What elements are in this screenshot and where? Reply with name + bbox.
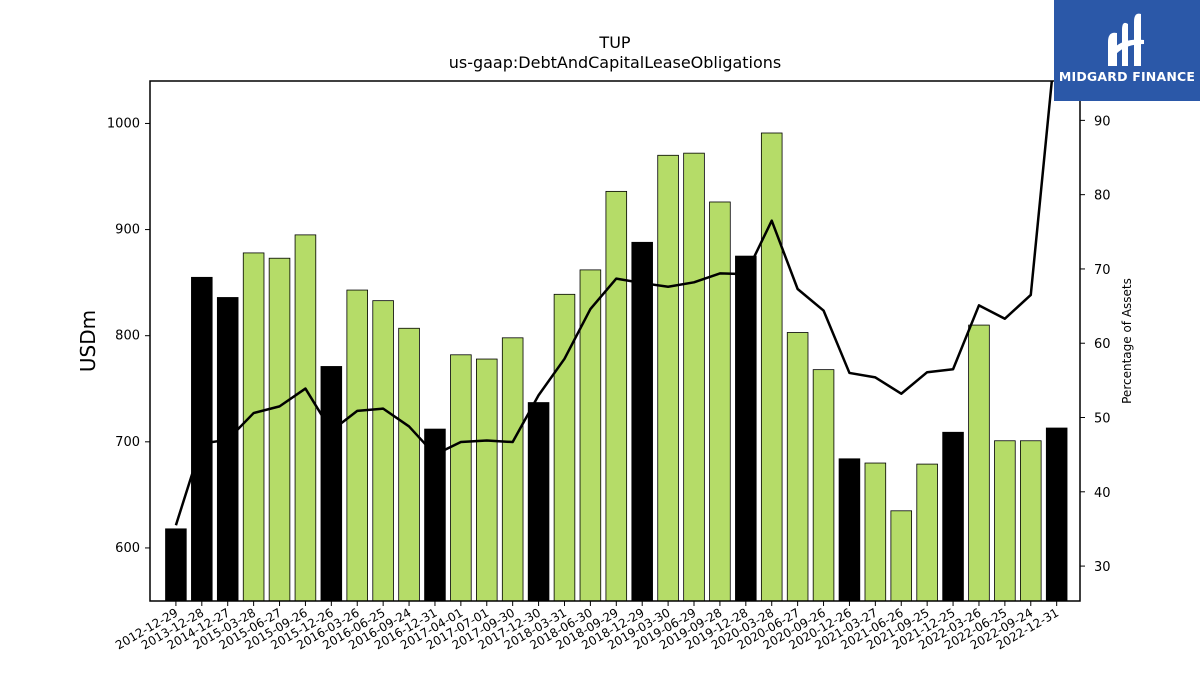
- bar-2017-04-01: [450, 354, 472, 602]
- y2-tick-label: 90: [1094, 114, 1111, 129]
- bar-2012-12-29: [165, 528, 187, 602]
- y-tick-label: 600: [115, 541, 140, 556]
- y-axis-label: USDm: [76, 310, 100, 372]
- bar-2019-12-28: [735, 255, 757, 602]
- y2-axis: 30 40 50 60 70 80 90: [1080, 114, 1111, 575]
- y2-tick-label: 70: [1094, 263, 1111, 278]
- y2-tick-label: 50: [1094, 412, 1111, 427]
- midgard-logo: MIDGARD FINANCE: [1054, 0, 1200, 101]
- bar-2015-03-28: [242, 252, 265, 602]
- bar-2022-06-25: [994, 440, 1016, 602]
- bar-2016-03-26: [346, 289, 369, 602]
- midgard-logo-icon: [1108, 13, 1144, 66]
- y-tick-label: 800: [115, 329, 140, 344]
- bar-2017-09-30: [501, 337, 524, 602]
- bar-2015-12-26: [320, 366, 343, 602]
- bar-2017-12-30: [527, 402, 550, 602]
- plot-frame: [149, 80, 1081, 602]
- bar-2017-07-01: [476, 358, 498, 602]
- bar-2019-03-30: [657, 154, 679, 602]
- bar-2020-09-26: [812, 369, 835, 602]
- bar-2015-06-27: [268, 257, 291, 602]
- bar-2022-12-31: [1045, 427, 1068, 602]
- bar-2016-06-25: [372, 300, 394, 602]
- bar-2019-09-28: [709, 201, 731, 602]
- y2-axis-label: Percentage of Assets: [1120, 278, 1134, 404]
- bar-2019-06-29: [683, 152, 705, 602]
- y-tick-label: 700: [115, 435, 140, 450]
- x-axis: 2012-12-292013-12-282014-12-272015-03-28…: [113, 601, 1061, 652]
- y2-tick-label: 80: [1094, 189, 1111, 204]
- y2-tick-label: 60: [1094, 337, 1111, 352]
- bar-2022-03-26: [968, 324, 990, 602]
- bar-2018-06-30: [579, 269, 602, 602]
- bar-2013-12-28: [191, 276, 213, 602]
- chart-title: TUP: [598, 33, 630, 52]
- bar-2015-09-26: [294, 234, 317, 602]
- bar-2016-09-24: [398, 327, 420, 602]
- y2-tick-label: 30: [1094, 560, 1111, 575]
- bar-2020-12-26: [838, 458, 861, 602]
- y-tick-label: 900: [115, 223, 140, 238]
- bars-group: [165, 132, 1068, 602]
- y2-tick-label: 40: [1094, 486, 1111, 501]
- bar-2018-12-29: [631, 241, 653, 602]
- bar-2018-03-31: [553, 293, 576, 602]
- y-tick-label: 1000: [107, 116, 140, 131]
- chart-subtitle: us-gaap:DebtAndCapitalLeaseObligations: [449, 53, 782, 72]
- bar-2020-03-28: [760, 132, 783, 602]
- logo-text: MIDGARD FINANCE: [1058, 69, 1196, 84]
- bar-2022-09-24: [1020, 440, 1042, 602]
- bar-2014-12-27: [216, 297, 239, 602]
- line-group: [174, 81, 1054, 526]
- bar-2020-06-27: [786, 332, 809, 602]
- bar-2018-09-29: [605, 190, 628, 602]
- y-axis: 600 700 800 900 1000: [107, 116, 150, 556]
- bar-2021-09-25: [916, 463, 938, 602]
- percentage-line: [174, 81, 1054, 526]
- bar-2021-06-26: [890, 510, 913, 602]
- bar-2021-12-25: [942, 431, 964, 602]
- bar-2021-03-27: [864, 462, 887, 602]
